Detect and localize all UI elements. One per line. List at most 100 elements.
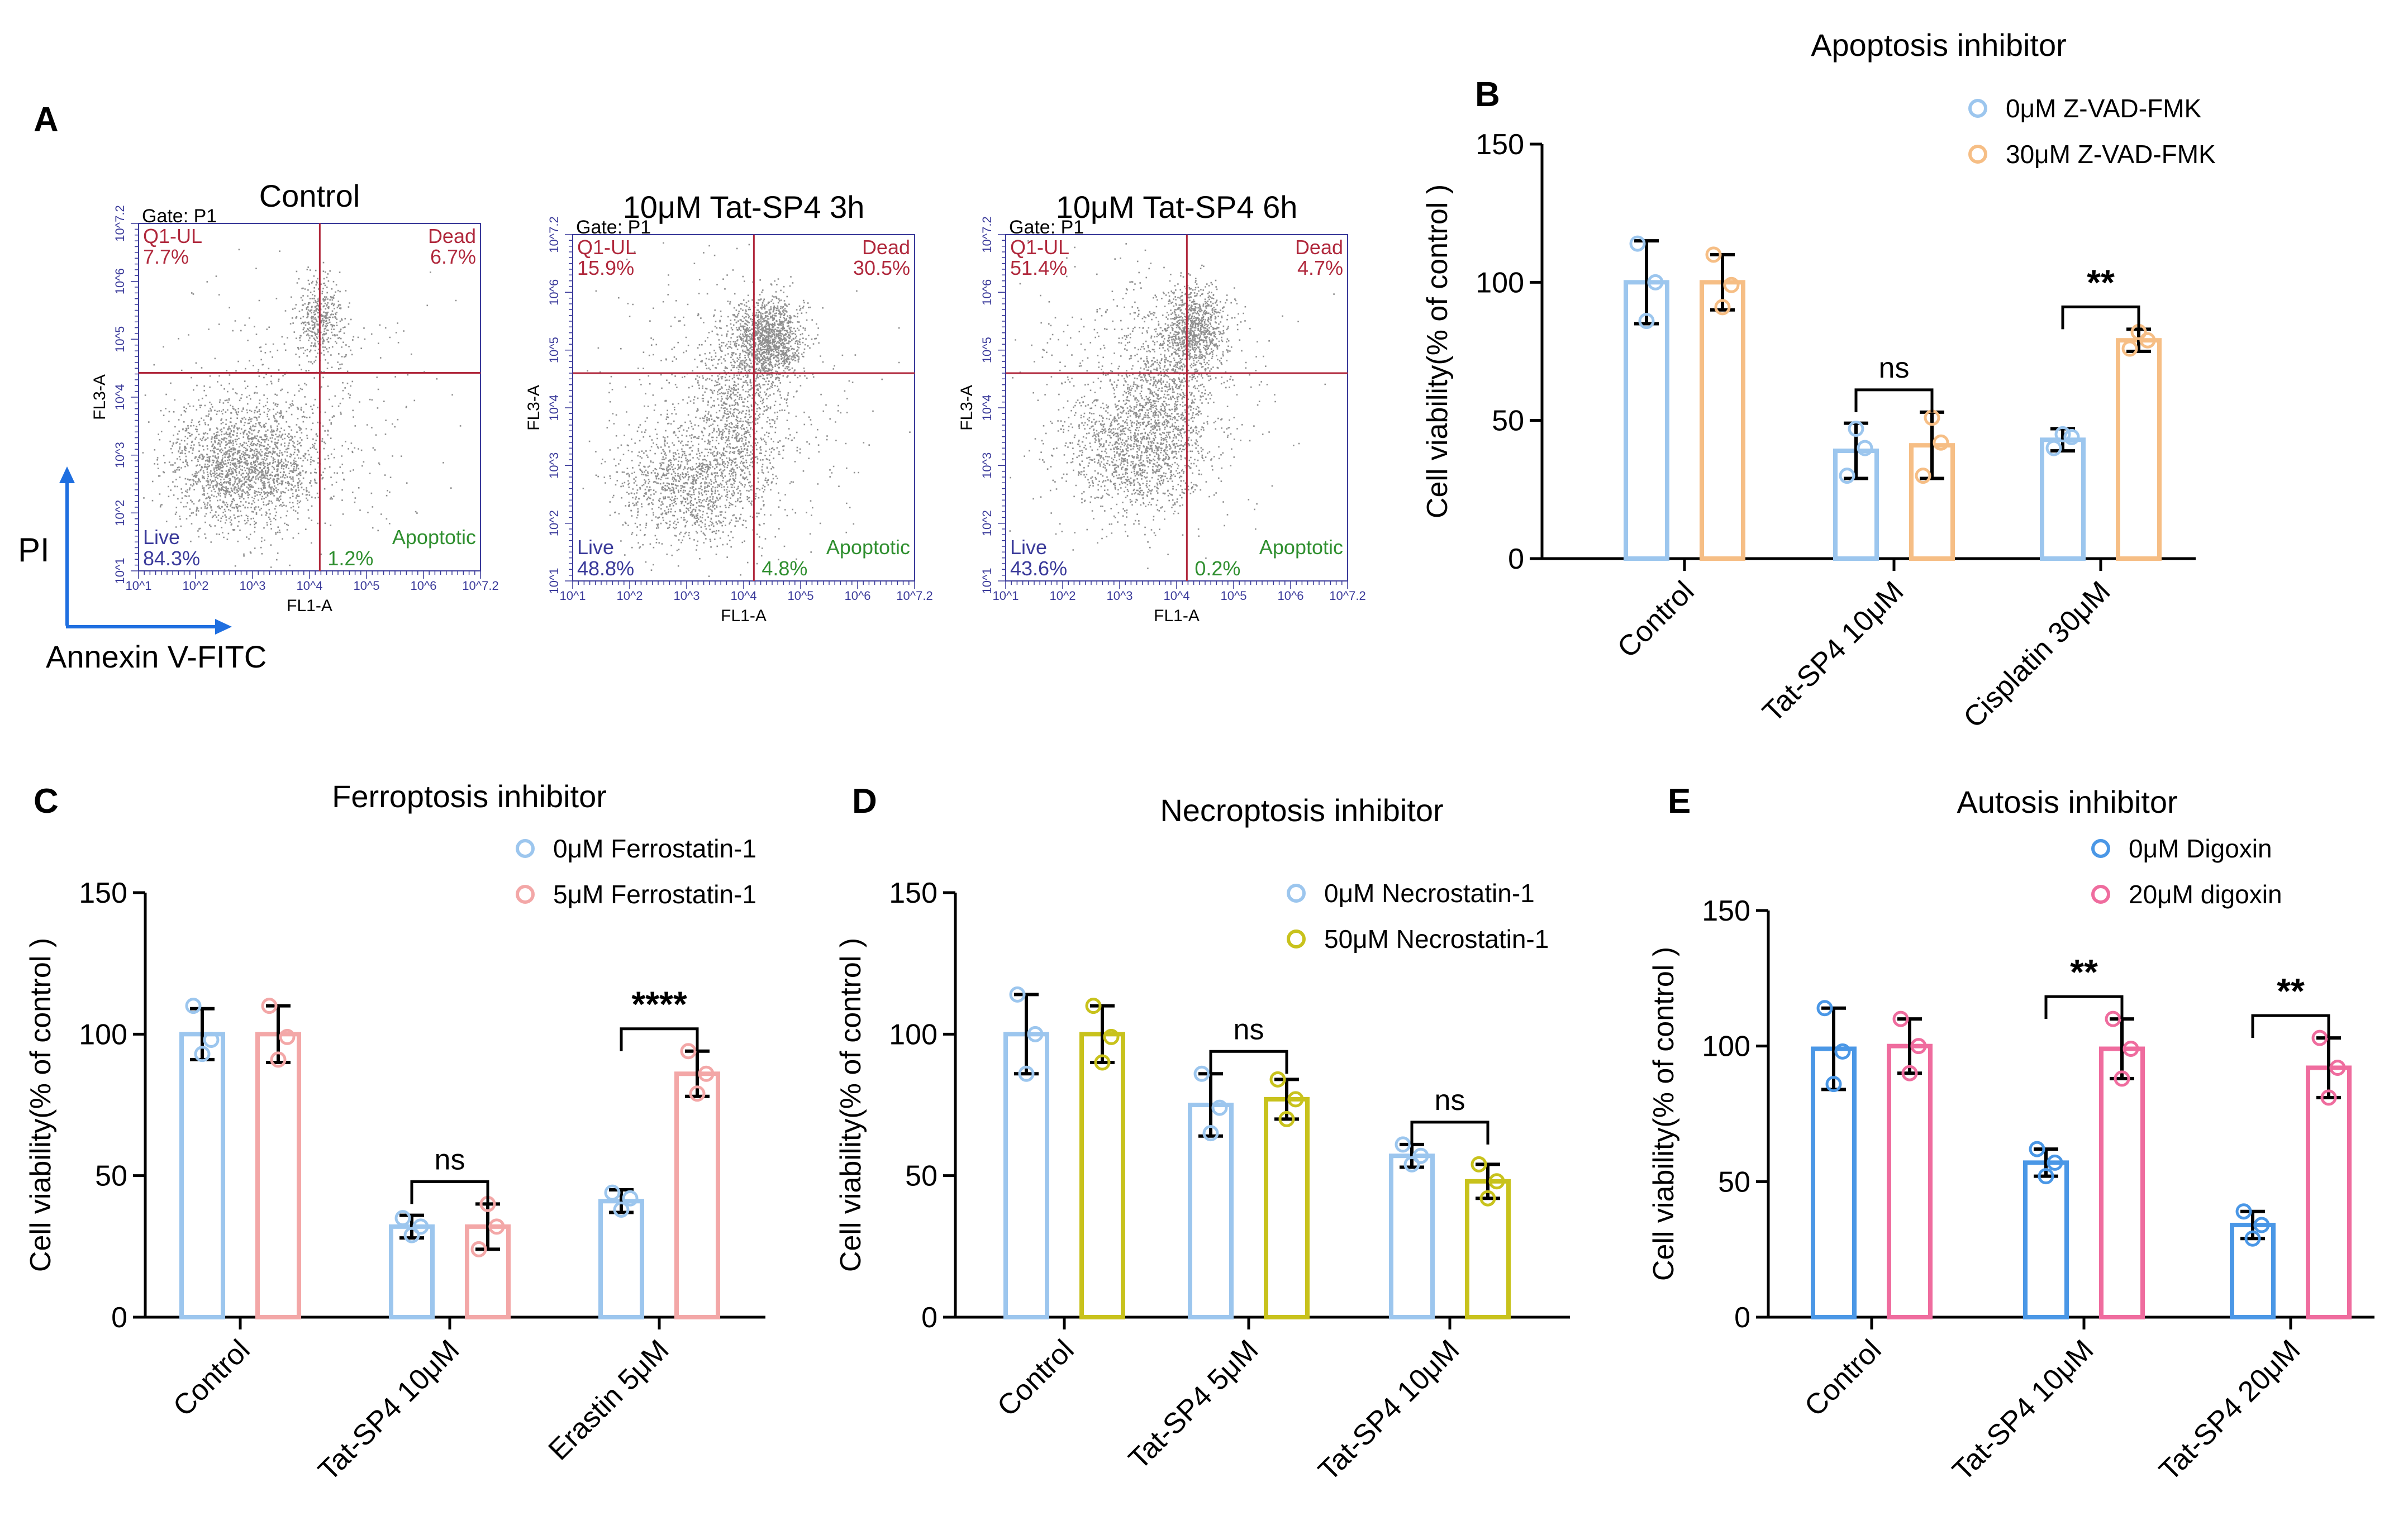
dead-label: Dead bbox=[428, 225, 476, 247]
y-tick-label: 0 bbox=[1734, 1302, 1750, 1334]
x-tick-label: 10^5 bbox=[1220, 589, 1246, 603]
x-tick-label: 10^2 bbox=[1049, 589, 1075, 603]
significance-bracket bbox=[620, 1027, 699, 1051]
x-tick-label: 10^4 bbox=[1163, 589, 1189, 603]
x-tick-label: 10^6 bbox=[410, 579, 436, 593]
live-label: Live bbox=[1010, 536, 1047, 559]
data-point bbox=[1816, 1000, 1833, 1017]
data-point bbox=[1278, 1110, 1295, 1127]
y-tick-label: 100 bbox=[1702, 1031, 1750, 1063]
pi-arrow-head bbox=[59, 466, 75, 483]
data-point bbox=[680, 1043, 697, 1060]
data-point bbox=[1412, 1147, 1429, 1164]
data-point bbox=[1103, 1028, 1120, 1045]
dead-value: 30.5% bbox=[853, 256, 910, 279]
apoptotic-value: 0.2% bbox=[1195, 557, 1240, 580]
data-point bbox=[2045, 440, 2062, 456]
data-point bbox=[2253, 1217, 2270, 1233]
chart-title: Autosis inhibitor bbox=[1957, 784, 2177, 819]
bar bbox=[1465, 1179, 1511, 1320]
significance-label: ** bbox=[2277, 971, 2305, 1011]
y-tick-label: 150 bbox=[1702, 895, 1750, 927]
bar bbox=[389, 1224, 435, 1320]
y-axis-label: FL3-A bbox=[525, 385, 543, 431]
x-tick-label: Tat-SP4 10μM bbox=[1947, 1333, 2100, 1487]
dead-value: 4.7% bbox=[1297, 256, 1343, 279]
data-point bbox=[279, 1028, 296, 1045]
data-point bbox=[194, 1046, 211, 1062]
data-point bbox=[2311, 1029, 2328, 1046]
x-axis-label: FL1-A bbox=[287, 597, 332, 615]
q1-value: 7.7% bbox=[143, 245, 189, 268]
significance-label: ns bbox=[1435, 1084, 1465, 1117]
x-tick-label: 10^7.2 bbox=[462, 579, 498, 593]
x-tick-label: 10^7.2 bbox=[1329, 589, 1365, 603]
significance-bracket bbox=[1410, 1121, 1489, 1145]
y-tick-label: 10^5 bbox=[547, 337, 561, 363]
flow-plot-title: 10μM Tat-SP4 3h bbox=[623, 189, 865, 225]
data-point bbox=[1027, 1026, 1044, 1042]
annexin-arrow-head bbox=[215, 619, 232, 635]
event-dots bbox=[142, 249, 461, 568]
legend-label: 0μM Digoxin bbox=[2129, 834, 2272, 863]
chart-title: Ferroptosis inhibitor bbox=[332, 779, 607, 814]
data-point bbox=[1269, 1071, 1286, 1088]
x-tick-label: Tat-SP4 10μM bbox=[1312, 1333, 1466, 1487]
bar-charts: B Apoptosis inhibitor 0μM Z-VAD-FMK 30μM Z-… bbox=[25, 27, 2374, 1487]
data-point bbox=[1094, 1054, 1111, 1071]
data-point bbox=[2121, 340, 2138, 357]
x-tick-label: Control bbox=[167, 1333, 256, 1423]
data-point bbox=[2320, 1089, 2337, 1106]
y-tick-label: 150 bbox=[889, 877, 937, 909]
bar bbox=[2023, 1160, 2069, 1320]
y-tick-label: 10^2 bbox=[113, 500, 127, 526]
x-tick-label: 10^6 bbox=[844, 589, 870, 603]
y-tick-label: 10^5 bbox=[113, 326, 127, 352]
data-point bbox=[1488, 1173, 1505, 1190]
data-point bbox=[1647, 274, 1664, 290]
apoptotic-label: Apoptotic bbox=[826, 536, 910, 559]
bar bbox=[2099, 1046, 2145, 1320]
y-axis-label: FL3-A bbox=[91, 374, 109, 420]
flow-plot-title: 10μM Tat-SP4 6h bbox=[1056, 189, 1298, 225]
data-point bbox=[1479, 1190, 1496, 1207]
x-axis-label: FL1-A bbox=[721, 607, 767, 625]
data-point bbox=[2244, 1230, 2261, 1247]
data-point bbox=[1638, 313, 1655, 330]
x-tick-label: 10^2 bbox=[616, 589, 643, 603]
y-axis-label: Cell viability(% of control ) bbox=[25, 938, 57, 1272]
y-tick-label: 10^6 bbox=[980, 279, 994, 306]
legend-marker bbox=[2091, 839, 2110, 858]
significance-bracket bbox=[2251, 1014, 2330, 1038]
y-tick-label: 10^3 bbox=[547, 452, 561, 479]
data-point bbox=[2235, 1203, 2252, 1220]
data-point bbox=[394, 1210, 411, 1227]
significance-label: ns bbox=[1879, 352, 1910, 384]
y-tick-label: 10^5 bbox=[980, 337, 994, 363]
data-point bbox=[488, 1218, 505, 1235]
x-tick-label: Tat-SP4 10μM bbox=[1757, 575, 1910, 728]
y-tick-label: 10^7.2 bbox=[980, 216, 994, 252]
data-point bbox=[2329, 1059, 2346, 1076]
data-point bbox=[270, 1051, 287, 1068]
y-tick-label: 10^7.2 bbox=[113, 205, 127, 241]
data-point bbox=[1901, 1065, 1918, 1081]
bar bbox=[1264, 1097, 1310, 1320]
data-point bbox=[1471, 1156, 1487, 1172]
y-tick-label: 10^2 bbox=[980, 510, 994, 536]
y-tick-label: 10^1 bbox=[113, 557, 127, 584]
significance-label: ns bbox=[1234, 1013, 1264, 1046]
data-point bbox=[1834, 1043, 1851, 1060]
y-tick-label: 10^6 bbox=[547, 279, 561, 306]
data-point bbox=[1629, 235, 1646, 252]
data-point bbox=[1892, 1011, 1909, 1027]
bar bbox=[1003, 1032, 1049, 1320]
data-point bbox=[2054, 426, 2071, 442]
data-point bbox=[1395, 1136, 1411, 1153]
x-tick-label: 10^6 bbox=[1277, 589, 1303, 603]
data-point bbox=[1202, 1125, 1219, 1142]
x-tick-label: 10^1 bbox=[992, 589, 1019, 603]
